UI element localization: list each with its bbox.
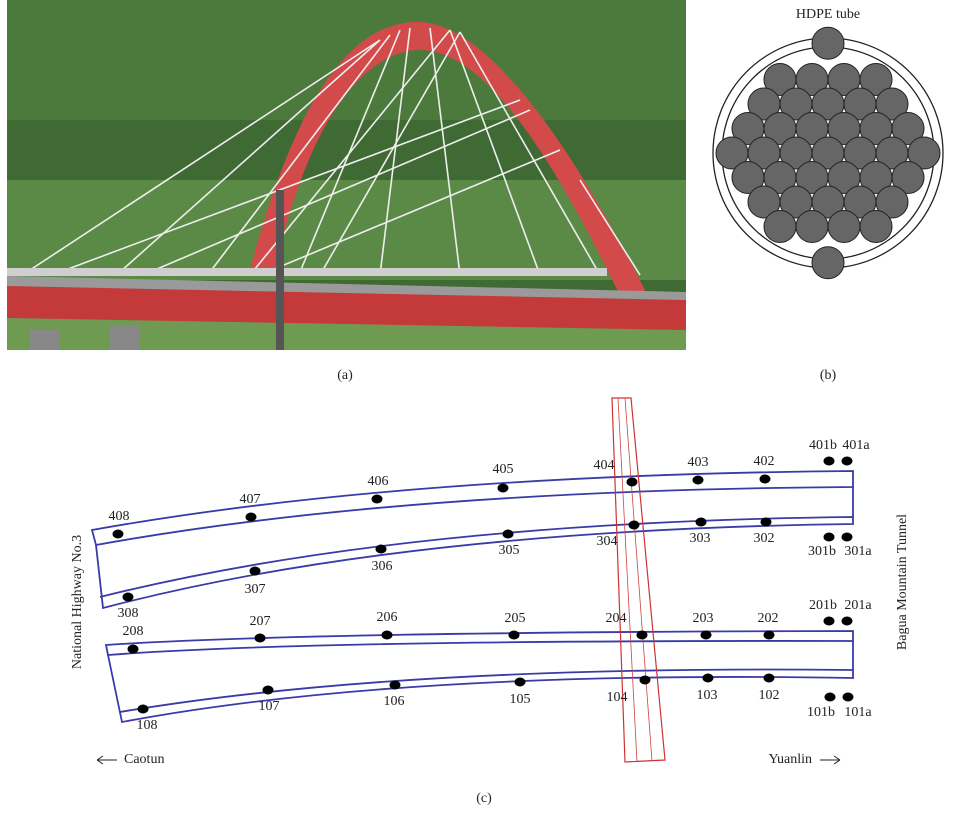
point-label: 106 [384, 694, 405, 709]
sensor-point [824, 617, 835, 626]
strand [764, 211, 796, 243]
strand [828, 211, 860, 243]
sensor-point [113, 530, 124, 539]
sensor-point [627, 478, 638, 487]
strand [812, 247, 844, 279]
point-label: 307 [245, 582, 266, 597]
direction-label: Caotun [124, 752, 164, 767]
sensor-point [255, 634, 266, 643]
point-label: 405 [493, 462, 514, 477]
sensor-point [498, 484, 509, 493]
point-label: 406 [368, 474, 389, 489]
sensor-point [693, 476, 704, 485]
bridge-plan [92, 398, 853, 762]
sensor-point [764, 631, 775, 640]
tube-title: HDPE tube [796, 7, 860, 22]
sensor-point [250, 567, 261, 576]
sensor-point [842, 617, 853, 626]
sensor-point [138, 705, 149, 714]
point-label: 107 [259, 699, 280, 714]
point-label: 301b [808, 544, 836, 559]
arrow [97, 756, 840, 764]
sensor-point [701, 631, 712, 640]
point-label: 404 [594, 458, 615, 473]
point-label: 204 [606, 611, 627, 626]
bridge-photo [7, 0, 686, 350]
point-label: 201b [809, 598, 837, 613]
sensor-point [390, 681, 401, 690]
strand [860, 211, 892, 243]
sensor-point [843, 693, 854, 702]
point-label: 306 [372, 559, 393, 574]
point-label: 301a [844, 544, 872, 559]
left-label: National Highway No.3 [70, 535, 85, 669]
point-label: 303 [690, 531, 711, 546]
sensor-point [503, 530, 514, 539]
sensor-point [263, 686, 274, 695]
caption: (b) [820, 368, 837, 383]
sensor-point [128, 645, 139, 654]
point-label: 105 [510, 692, 531, 707]
point-label: 305 [499, 543, 520, 558]
point-label: 208 [123, 624, 144, 639]
caption: (a) [337, 368, 353, 383]
sensor-point [123, 593, 134, 602]
point-label: 401a [842, 438, 870, 453]
point-label: 207 [250, 614, 271, 629]
sensor-point [760, 475, 771, 484]
sensor-point [629, 521, 640, 530]
sensor-point [372, 495, 383, 504]
sensor-point [509, 631, 520, 640]
point-label: 403 [688, 455, 709, 470]
sensor-point [637, 631, 648, 640]
sensor-point [764, 674, 775, 683]
point-label: 203 [693, 611, 714, 626]
point-label: 108 [137, 718, 158, 733]
point-label: 407 [240, 492, 261, 507]
point-label: 206 [377, 610, 398, 625]
sensor-point [825, 693, 836, 702]
strand [796, 211, 828, 243]
figure: (a) HDPE tube (b) 408 407 406 405 404 403 402 4… [0, 0, 957, 814]
point-label: 205 [505, 611, 526, 626]
point-label: 103 [697, 688, 718, 703]
sensor-point [842, 457, 853, 466]
sensor-point [761, 518, 772, 527]
sensor-point [382, 631, 393, 640]
point-label: 408 [109, 509, 130, 524]
strand [812, 27, 844, 59]
sensor-point [640, 676, 651, 685]
sensor-point [824, 457, 835, 466]
point-label: 202 [758, 611, 779, 626]
point-label: 104 [607, 690, 628, 705]
sensor-point [824, 533, 835, 542]
point-label: 201a [844, 598, 872, 613]
right-label: Bagua Mountain Tunnel [895, 514, 910, 650]
sensor-point [703, 674, 714, 683]
sensor-point [696, 518, 707, 527]
point-label: 101b [807, 705, 835, 720]
point-label: 401b [809, 438, 837, 453]
sensor-point [515, 678, 526, 687]
point-label: 102 [759, 688, 780, 703]
point-label: 101a [844, 705, 872, 720]
caption: (c) [476, 791, 492, 806]
sensor-point [376, 545, 387, 554]
point-label: 304 [597, 534, 618, 549]
point-label: 402 [754, 454, 775, 469]
sensor-point [842, 533, 853, 542]
direction-label: Yuanlin [768, 752, 812, 767]
point-label: 308 [118, 606, 139, 621]
tube-section [713, 27, 943, 279]
point-label: 302 [754, 531, 775, 546]
sensor-point [246, 513, 257, 522]
